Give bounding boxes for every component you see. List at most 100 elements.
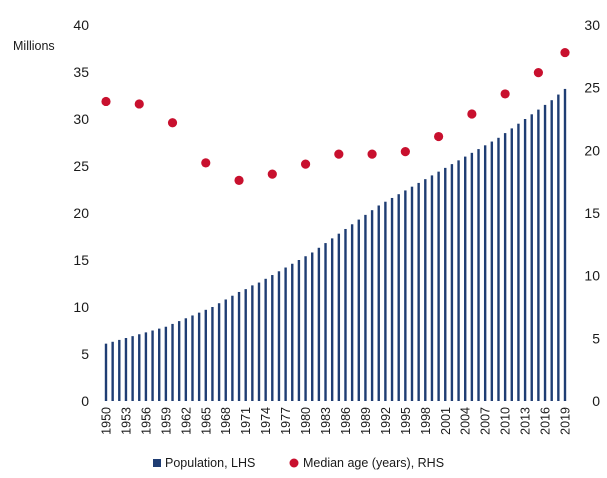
population-bar [390, 197, 394, 401]
population-bar [104, 343, 108, 401]
x-axis-tick-label: 2007 [479, 407, 493, 435]
x-axis-tick-label: 1953 [119, 407, 133, 435]
median-age-point [367, 149, 377, 159]
population-bar [503, 133, 507, 401]
population-bar [118, 339, 121, 401]
x-axis-ticks: 1950 1953 1956 1959 1962 1965 1968 1971 1974 1977… [100, 407, 573, 435]
population-bar [444, 167, 447, 401]
left-axis-tick-label: 40 [73, 17, 89, 33]
population-bar [191, 315, 194, 401]
median-age-point [560, 47, 570, 58]
population-bar [357, 219, 360, 401]
population-bar [224, 299, 227, 401]
population-bar [184, 318, 188, 401]
x-axis-tick-label: 2019 [559, 407, 573, 435]
population-bar [464, 156, 467, 401]
median-age-point [334, 149, 344, 159]
x-axis-tick-label: 1992 [379, 407, 393, 435]
population-bar [424, 179, 427, 401]
population-bar [417, 182, 420, 401]
population-bar [177, 321, 181, 401]
population-bar [317, 247, 321, 401]
population-bar [470, 152, 474, 401]
median-age-point [400, 146, 410, 157]
population-bar [497, 137, 500, 402]
population-bar [364, 214, 367, 401]
median-age-point [134, 99, 144, 109]
population-bar [277, 271, 281, 401]
median-age-point [234, 175, 244, 186]
population-bar [291, 263, 294, 401]
population-bar [490, 141, 494, 401]
population-bar [297, 260, 301, 401]
median-age-point [500, 89, 510, 99]
population-bar [284, 267, 287, 401]
x-axis-tick-label: 1986 [339, 407, 353, 435]
population-bar [257, 282, 261, 401]
x-axis-tick-label: 2010 [499, 407, 513, 435]
left-axis-tick-label: 10 [73, 299, 89, 315]
x-axis-tick-label: 1971 [239, 407, 253, 435]
right-axis-tick-label: 20 [584, 142, 600, 158]
population-bar [211, 307, 214, 401]
population-bar [217, 303, 221, 401]
x-axis-tick-label: 1995 [399, 407, 413, 435]
population-bar [377, 205, 380, 401]
right-axis-tick-label: 0 [592, 393, 600, 409]
population-bar [138, 334, 141, 401]
population-bar [550, 100, 553, 401]
median-age-point [533, 68, 543, 78]
x-axis-tick-label: 2001 [439, 407, 453, 435]
x-axis-tick-label: 2013 [519, 407, 533, 435]
legend: Population, LHS Median age (years), RHS [153, 456, 444, 470]
population-bar [244, 289, 247, 401]
population-bar [204, 309, 207, 401]
legend-swatch-median-age [289, 458, 299, 468]
population-bar [523, 119, 527, 401]
left-axis-tick-label: 15 [73, 252, 89, 268]
left-axis-tick-label: 35 [73, 64, 89, 80]
x-axis-tick-label: 1968 [219, 407, 233, 435]
population-bar [483, 145, 487, 401]
population-bars [104, 88, 567, 402]
population-bar [344, 228, 347, 401]
population-bar [264, 278, 267, 401]
left-axis-unit-label: Millions [13, 39, 55, 53]
population-bar [271, 275, 274, 401]
population-bar [430, 175, 434, 401]
right-axis-ticks: 0 5 10 15 20 25 30 [584, 17, 600, 409]
right-axis-tick-label: 15 [584, 205, 600, 221]
median-age-point [167, 118, 178, 128]
population-bar [404, 190, 407, 401]
population-bar [510, 128, 513, 401]
population-bar [251, 285, 254, 401]
x-axis-tick-label: 1974 [259, 407, 273, 435]
x-axis-tick-label: 1980 [299, 407, 313, 435]
x-axis-tick-label: 1977 [279, 407, 293, 435]
population-bar [144, 332, 148, 401]
left-axis-tick-label: 0 [81, 393, 89, 409]
population-bar [304, 256, 307, 401]
population-bar [350, 224, 354, 401]
right-axis-tick-label: 25 [584, 80, 600, 96]
population-bar [370, 210, 374, 401]
x-axis-tick-label: 2016 [539, 407, 553, 435]
x-axis-tick-label: 1962 [179, 407, 193, 435]
population-bar [311, 252, 314, 401]
median-age-point [467, 109, 477, 119]
population-bar [151, 330, 154, 401]
x-axis-tick-label: 1983 [319, 407, 333, 435]
population-bar [537, 109, 540, 401]
x-axis-tick-label: 1965 [199, 407, 213, 435]
population-bar [530, 114, 533, 402]
population-bar [330, 238, 334, 401]
median-age-point [101, 96, 111, 107]
population-bar [543, 104, 547, 402]
population-bar [111, 341, 114, 401]
population-bar [450, 164, 454, 401]
median-age-point [300, 159, 311, 169]
left-axis-tick-label: 25 [73, 158, 89, 174]
population-bar [410, 186, 414, 401]
population-bar [171, 323, 174, 401]
